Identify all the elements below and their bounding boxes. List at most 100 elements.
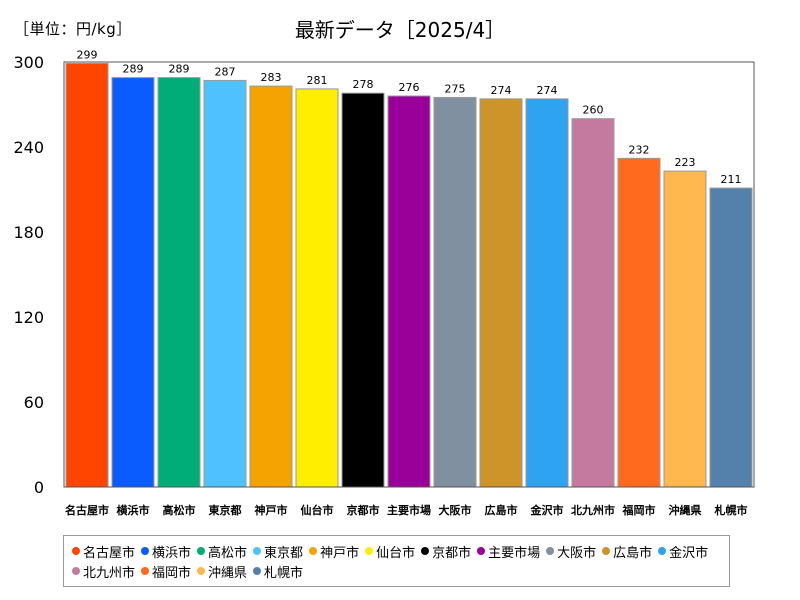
bar-北九州市 (571, 118, 615, 488)
y-tick-label: 120 (13, 308, 44, 327)
data-label: 276 (399, 81, 420, 94)
legend-marker (72, 567, 80, 575)
legend-item: 京都市 (421, 541, 471, 561)
x-tick-label: 高松市 (163, 503, 196, 517)
x-tick-label: 金沢市 (530, 503, 564, 517)
data-label: 274 (491, 84, 512, 97)
bar-横浜市 (111, 77, 155, 488)
legend-item: 東京都 (253, 541, 303, 561)
legend-label: 広島市 (613, 545, 653, 561)
x-tick-label: 大阪市 (439, 503, 472, 517)
legend-label: 福岡市 (152, 565, 192, 581)
legend-marker (658, 547, 667, 555)
legend-marker (197, 547, 206, 555)
legend-item: 横浜市 (141, 541, 191, 561)
legend-label: 札幌市 (264, 565, 304, 581)
legend-item: 主要市場 (477, 541, 540, 561)
legend-label: 東京都 (264, 545, 304, 561)
legend-label: 神戸市 (320, 545, 360, 561)
legend-label: 横浜市 (152, 545, 192, 561)
legend-marker (253, 547, 262, 555)
legend-item: 名古屋市 (72, 541, 135, 561)
data-label: 274 (537, 84, 558, 97)
data-label: 283 (261, 71, 282, 84)
x-tick-label: 京都市 (347, 503, 380, 517)
bar-東京都 (203, 79, 247, 488)
legend-marker (72, 547, 80, 555)
data-label: 287 (215, 65, 236, 78)
legend-marker (477, 547, 486, 555)
plot-frame (63, 61, 755, 488)
legend-label: 金沢市 (669, 545, 709, 561)
legend-label: 名古屋市 (83, 545, 136, 561)
legend-item: 神戸市 (309, 541, 359, 561)
legend-item: 札幌市 (253, 561, 303, 581)
x-tick-label: 広島市 (485, 503, 518, 517)
bar-沖縄県 (663, 170, 707, 488)
legend-item: 北九州市 (72, 561, 135, 581)
bar-大阪市 (433, 96, 477, 488)
bar-高松市 (157, 77, 201, 488)
bar-金沢市 (525, 98, 569, 488)
legend-item: 福岡市 (141, 561, 191, 581)
data-label: 275 (445, 82, 466, 95)
y-tick-label: 240 (13, 138, 44, 157)
x-tick-label: 神戸市 (255, 503, 288, 517)
bar-札幌市 (709, 187, 753, 488)
legend-marker (309, 547, 318, 555)
legend-item: 沖縄県 (197, 561, 247, 581)
y-tick-label: 0 (34, 478, 44, 497)
bar-神戸市 (249, 85, 293, 488)
legend-marker (365, 547, 374, 555)
bar-福岡市 (617, 157, 661, 488)
data-label: 299 (77, 48, 98, 61)
x-tick-label: 沖縄県 (669, 503, 702, 517)
unit-label: ［単位：円/kg］ (14, 20, 132, 38)
legend-marker (253, 567, 262, 575)
legend-marker (141, 547, 150, 555)
legend: 名古屋市 横浜市 高松市 東京都 神戸市 仙台市 京都市 主要市場 大阪市 広島市 金沢市北九州市福… (63, 535, 730, 587)
legend-label: 高松市 (208, 545, 248, 561)
bar-広島市 (479, 98, 523, 488)
data-label: 278 (353, 78, 374, 91)
legend-item: 金沢市 (658, 541, 708, 561)
legend-label: 仙台市 (376, 545, 416, 561)
bar-主要市場 (387, 95, 431, 488)
data-label: 289 (169, 63, 190, 76)
data-label: 211 (721, 173, 742, 186)
legend-marker (141, 567, 150, 575)
legend-item: 高松市 (197, 541, 247, 561)
legend-marker (421, 547, 430, 555)
x-tick-label: 東京都 (209, 503, 242, 517)
legend-item: 広島市 (602, 541, 652, 561)
legend-marker (546, 547, 555, 555)
legend-label: 京都市 (432, 545, 472, 561)
legend-item: 大阪市 (546, 541, 596, 561)
data-label: 289 (123, 63, 144, 76)
y-tick-label: 180 (13, 223, 44, 242)
legend-marker (197, 567, 206, 575)
x-tick-label: 北九州市 (571, 503, 615, 517)
legend-label: 沖縄県 (208, 565, 248, 581)
legend-item: 仙台市 (365, 541, 415, 561)
data-label: 281 (307, 74, 328, 87)
legend-marker (602, 547, 611, 555)
x-tick-label: 主要市場 (387, 503, 431, 517)
x-tick-label: 福岡市 (622, 503, 656, 517)
bar-京都市 (341, 92, 385, 488)
x-tick-label: 横浜市 (117, 503, 150, 517)
x-tick-label: 札幌市 (714, 503, 748, 517)
bar-仙台市 (295, 88, 339, 488)
x-tick-label: 名古屋市 (65, 503, 109, 517)
data-label: 232 (629, 143, 650, 156)
chart-title: 最新データ［2025/4］ (294, 18, 506, 42)
bar-名古屋市 (65, 62, 109, 488)
data-label: 260 (583, 104, 604, 117)
data-label: 223 (675, 156, 696, 169)
legend-label: 主要市場 (488, 545, 541, 561)
legend-label: 北九州市 (83, 565, 136, 581)
legend-label: 大阪市 (557, 545, 597, 561)
y-tick-label: 300 (13, 53, 44, 72)
x-tick-label: 仙台市 (301, 503, 334, 517)
